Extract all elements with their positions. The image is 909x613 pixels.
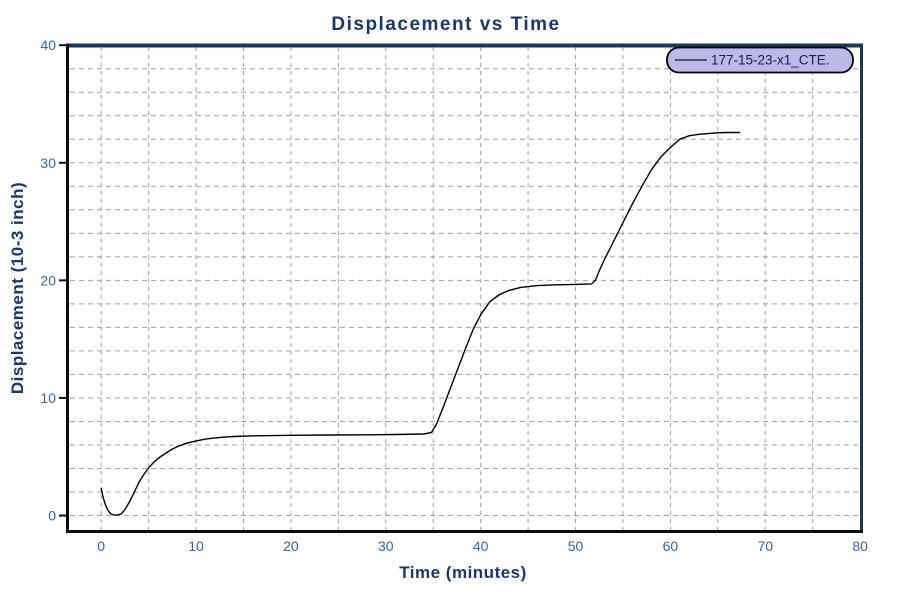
legend[interactable]: 177-15-23-x1_CTE. <box>666 46 854 74</box>
series-line <box>100 131 741 516</box>
x-tick-label: 60 <box>663 538 679 554</box>
grid-layer <box>70 47 860 531</box>
legend-label: 177-15-23-x1_CTE. <box>711 53 830 68</box>
chart-title: Displacement vs Time <box>331 14 560 35</box>
tick-layer: 0 10 20 30 40 50 60 70 80 0 10 20 30 40 <box>40 37 868 554</box>
y-axis-title: Displacement (10-3 inch) <box>8 182 27 394</box>
x-tick-label: 80 <box>852 538 868 554</box>
x-axis-title: Time (minutes) <box>399 563 527 582</box>
y-tick-label: 0 <box>48 508 56 524</box>
legend-box[interactable] <box>666 46 854 74</box>
x-tick-label: 30 <box>378 538 394 554</box>
y-tick-label: 10 <box>40 390 56 406</box>
curve-layer <box>100 131 741 516</box>
y-tick-label: 30 <box>40 155 56 171</box>
x-tick-label: 40 <box>473 538 489 554</box>
x-tick-label: 20 <box>283 538 299 554</box>
y-tick-label: 20 <box>40 272 56 288</box>
y-tick-label: 40 <box>40 37 56 53</box>
x-tick-label: 50 <box>568 538 584 554</box>
x-tick-label: 70 <box>757 538 773 554</box>
x-tick-label: 0 <box>97 538 105 554</box>
plot-frame <box>66 43 863 533</box>
x-tick-label: 10 <box>188 538 204 554</box>
